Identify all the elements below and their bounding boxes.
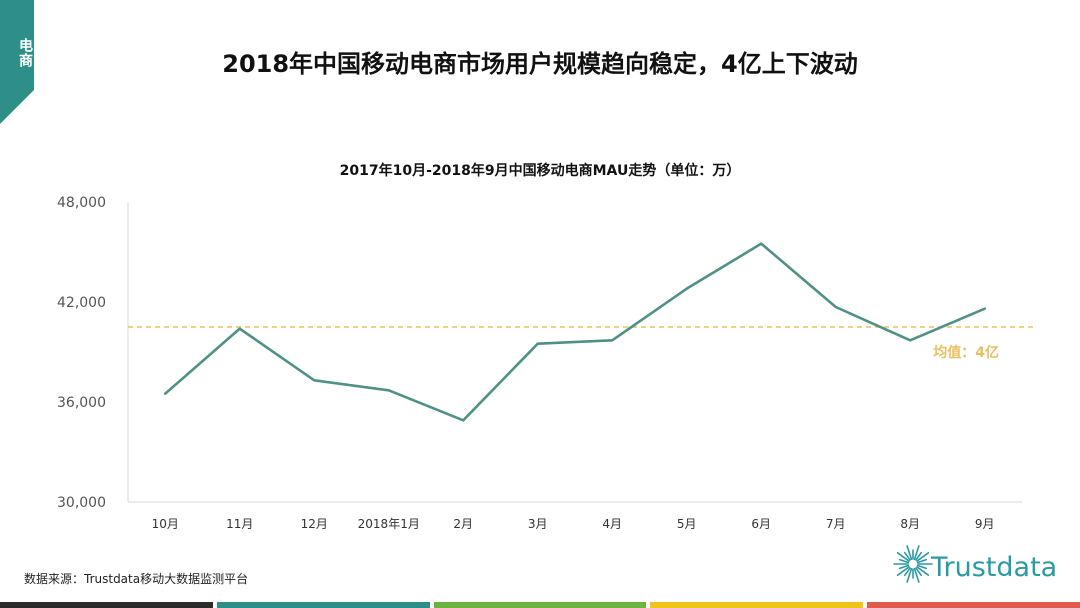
logo-ray bbox=[906, 545, 913, 561]
mau-series-line bbox=[163, 242, 987, 422]
logo-ray bbox=[916, 566, 930, 576]
x-tick-label: 12月 bbox=[301, 517, 328, 531]
section-tab-label: 电商 bbox=[17, 38, 33, 68]
x-tick-label: 8月 bbox=[900, 517, 920, 531]
logo-ray bbox=[915, 551, 923, 561]
y-tick-label: 48,000 bbox=[57, 195, 106, 211]
data-source-note: 数据来源：Trustdata移动大数据监测平台 bbox=[24, 572, 249, 586]
footer-color-segment bbox=[650, 602, 864, 608]
x-tick-label: 2018年1月 bbox=[358, 517, 420, 531]
section-tab-shape bbox=[0, 0, 34, 124]
x-tick-label: 2月 bbox=[453, 517, 473, 531]
logo-ray bbox=[916, 552, 930, 562]
footer-color-segment bbox=[216, 602, 430, 608]
x-tick-label: 5月 bbox=[677, 517, 697, 531]
y-tick-label: 42,000 bbox=[57, 295, 106, 311]
y-tick-label: 36,000 bbox=[57, 395, 106, 411]
logo-ray bbox=[898, 558, 910, 564]
logo-ray bbox=[896, 566, 910, 576]
logo-ray bbox=[913, 567, 920, 583]
logo-ray bbox=[906, 567, 913, 583]
logo-ray bbox=[916, 558, 928, 564]
logo-text: Trustdata bbox=[931, 552, 1058, 583]
page-title: 2018年中国移动电商市场用户规模趋向稳定，4亿上下波动 bbox=[222, 50, 858, 78]
footer-color-segment bbox=[867, 602, 1080, 608]
logo-ray bbox=[896, 552, 910, 562]
footer-color-segment bbox=[0, 602, 213, 608]
x-tick-label: 6月 bbox=[751, 517, 771, 531]
x-tick-label: 11月 bbox=[226, 517, 253, 531]
trustdata-logo: Trustdata bbox=[893, 536, 1073, 592]
logo-ray bbox=[898, 564, 910, 570]
logo-ray bbox=[903, 551, 911, 561]
y-tick-label: 30,000 bbox=[57, 495, 106, 511]
logo-ray bbox=[913, 545, 920, 561]
x-tick-label: 9月 bbox=[975, 517, 995, 531]
mean-reference-label: 均值：4亿 bbox=[933, 344, 999, 361]
footer-color-bar bbox=[0, 602, 1080, 608]
x-tick-label: 10月 bbox=[152, 517, 179, 531]
logo-ray bbox=[916, 564, 928, 570]
logo-burst-icon bbox=[893, 545, 933, 583]
logo-ray bbox=[903, 567, 911, 577]
chart-title: 2017年10月-2018年9月中国移动电商MAU走势（单位：万） bbox=[339, 163, 741, 179]
logo-ray bbox=[915, 567, 923, 577]
x-tick-label: 3月 bbox=[528, 517, 548, 531]
section-tab: 电商 bbox=[0, 0, 34, 124]
footer-color-segment bbox=[433, 602, 647, 608]
x-tick-label: 4月 bbox=[602, 517, 622, 531]
x-tick-label: 7月 bbox=[826, 517, 846, 531]
